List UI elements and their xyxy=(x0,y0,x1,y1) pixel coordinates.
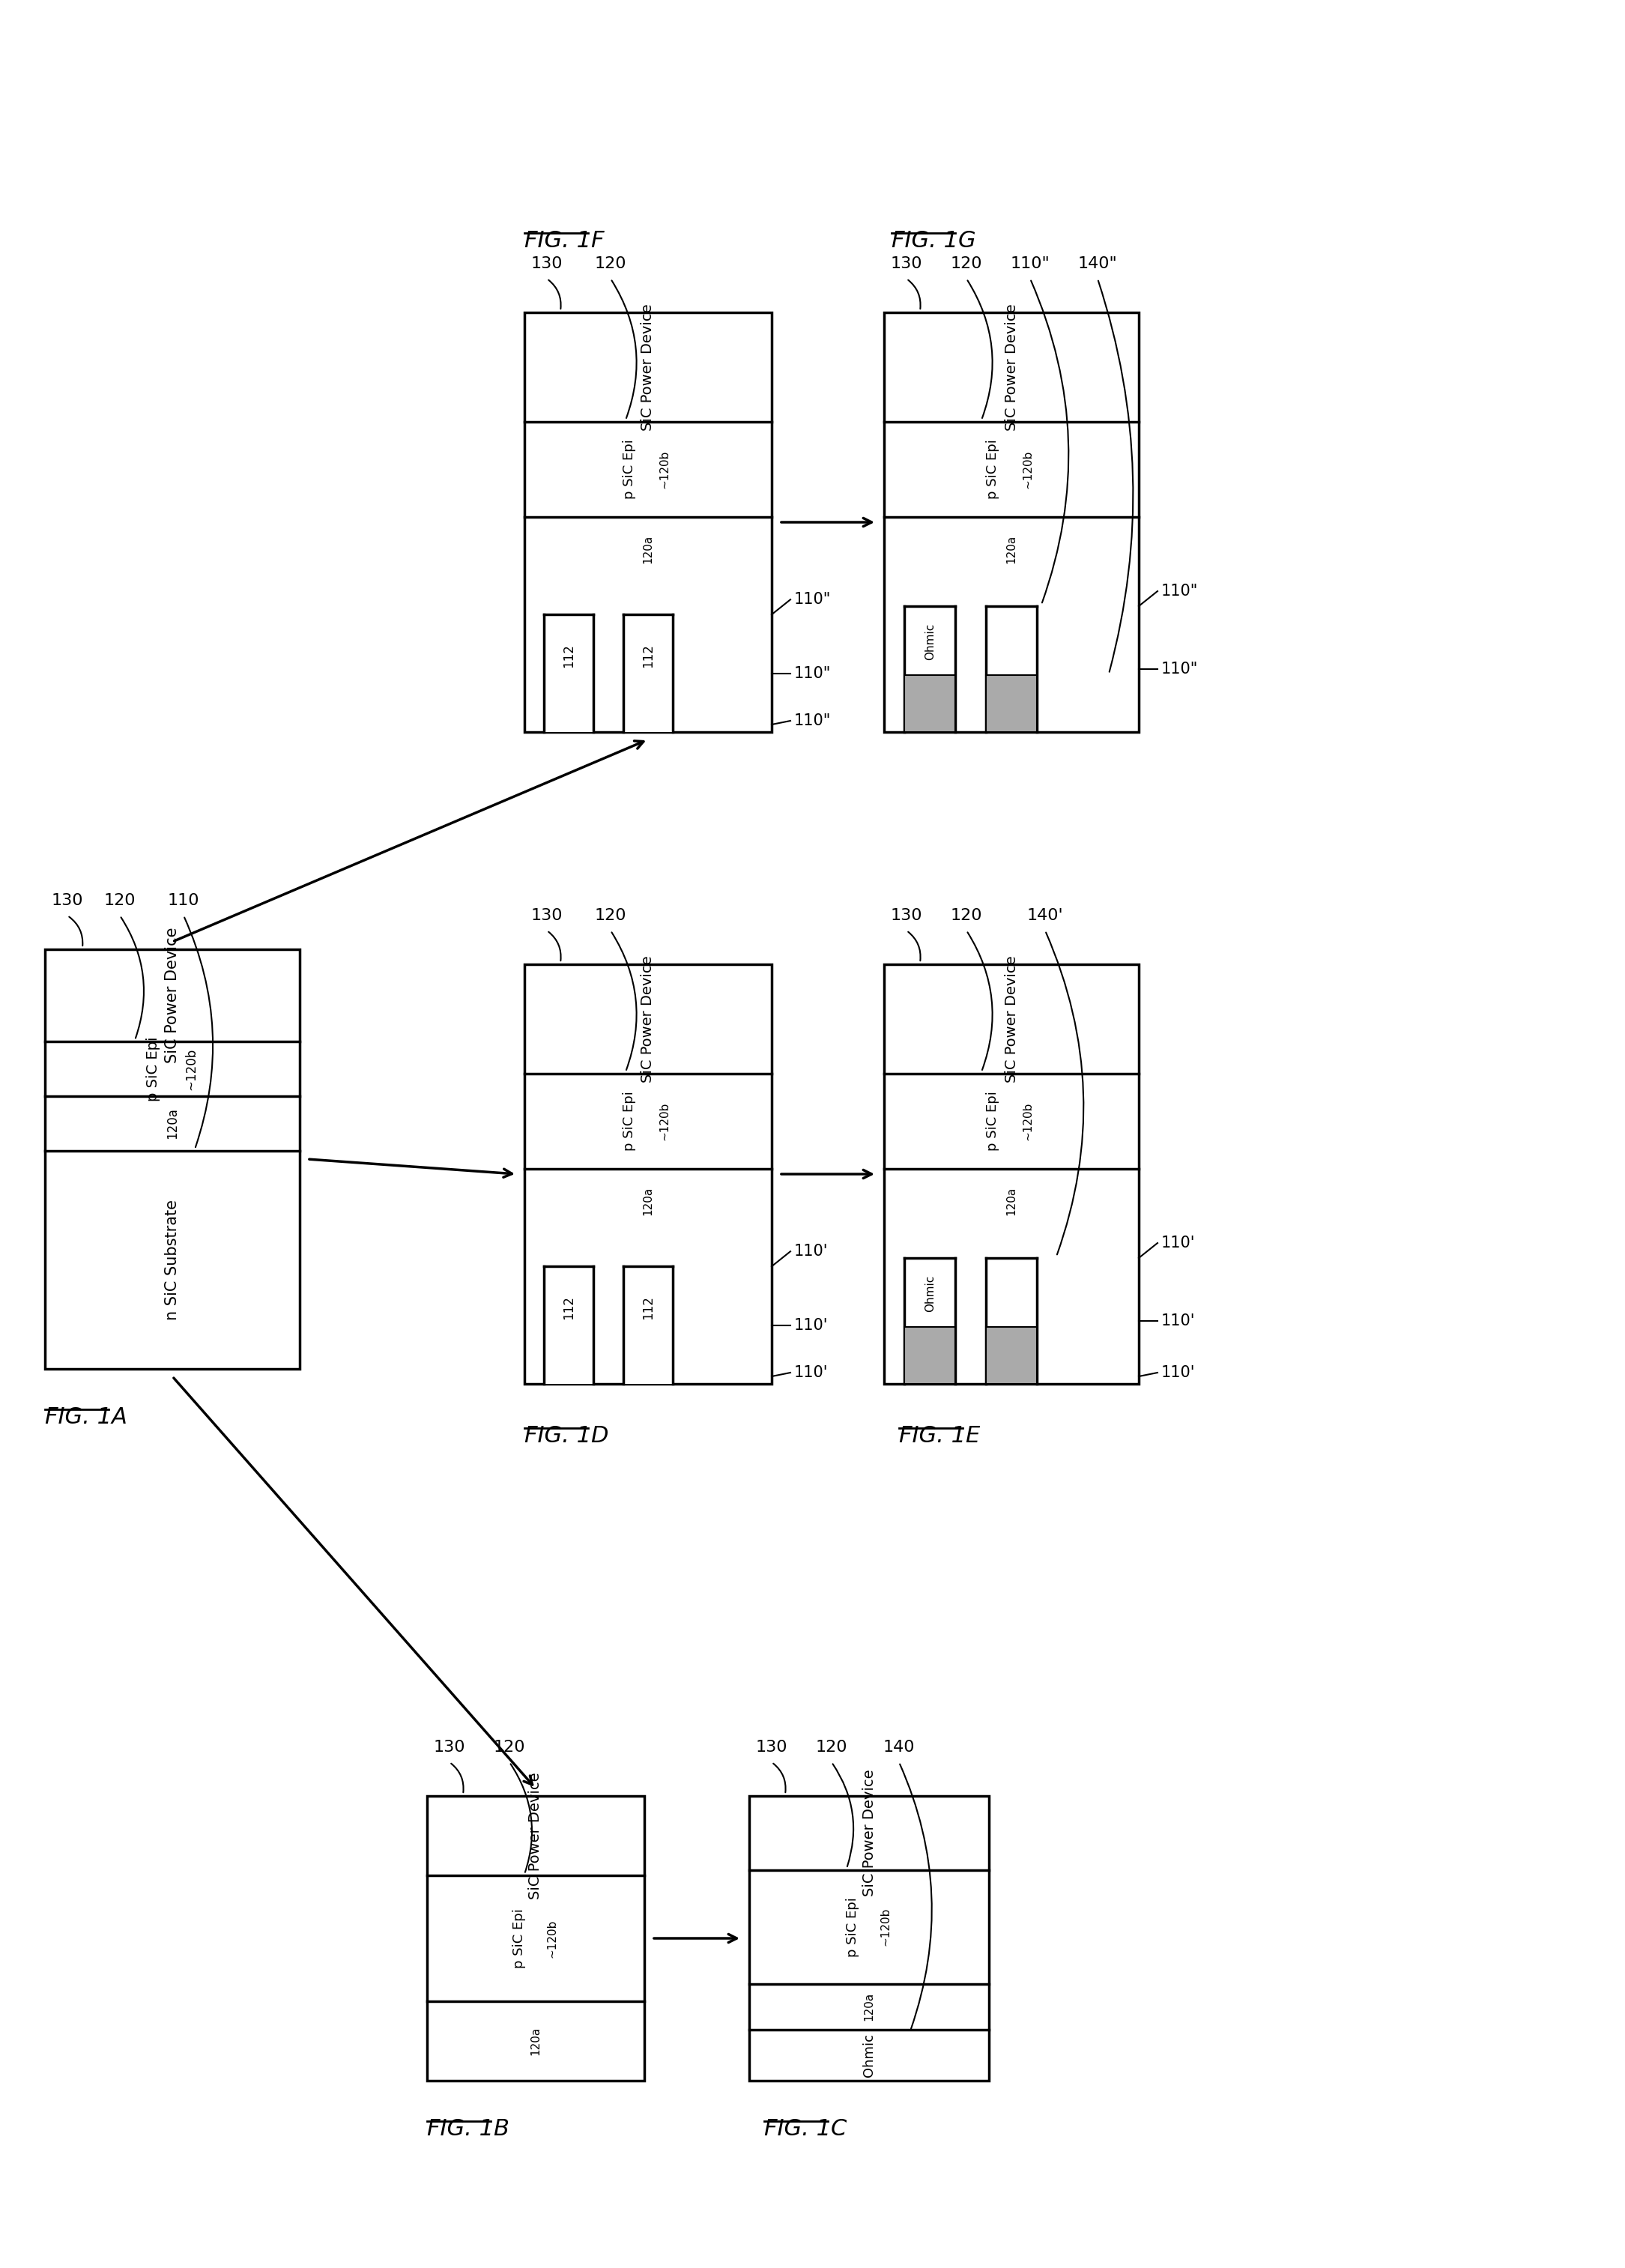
Text: 130: 130 xyxy=(531,907,562,923)
Bar xyxy=(46,950,299,1370)
Text: 110': 110' xyxy=(795,1318,829,1334)
Text: 110': 110' xyxy=(795,1243,829,1259)
Text: p SiC Epi: p SiC Epi xyxy=(986,440,999,499)
Text: 140": 140" xyxy=(1077,256,1118,272)
Text: 110": 110" xyxy=(1162,662,1198,676)
Text: 110": 110" xyxy=(795,714,830,728)
Bar xyxy=(905,1259,955,1383)
Bar xyxy=(544,1266,593,1383)
Text: SiC Power Device: SiC Power Device xyxy=(640,955,655,1082)
Text: 130: 130 xyxy=(891,256,923,272)
Text: 130: 130 xyxy=(891,907,923,923)
Text: 120: 120 xyxy=(494,1740,525,1755)
Text: 120: 120 xyxy=(595,907,627,923)
Text: 110': 110' xyxy=(795,1365,829,1381)
Text: ~120b: ~120b xyxy=(658,1102,670,1141)
Text: ~120b: ~120b xyxy=(1022,449,1034,488)
Text: FIG. 1E: FIG. 1E xyxy=(899,1424,980,1447)
Bar xyxy=(986,1259,1037,1383)
Text: SiC Power Device: SiC Power Device xyxy=(164,928,180,1064)
Text: 112: 112 xyxy=(562,644,575,667)
Text: 112: 112 xyxy=(562,1295,575,1320)
Text: SiC Power Device: SiC Power Device xyxy=(528,1771,543,1898)
Text: 130: 130 xyxy=(434,1740,465,1755)
Text: FIG. 1B: FIG. 1B xyxy=(427,2118,509,2141)
Text: p SiC Epi: p SiC Epi xyxy=(622,1091,635,1152)
Text: 120a: 120a xyxy=(1006,1186,1017,1216)
Text: 140': 140' xyxy=(1027,907,1063,923)
Text: p SiC Epi: p SiC Epi xyxy=(622,440,635,499)
Text: 120a: 120a xyxy=(166,1107,179,1139)
Text: n SiC Substrate: n SiC Substrate xyxy=(164,1200,180,1320)
Text: SiC Power Device: SiC Power Device xyxy=(861,1769,876,1896)
Text: 120a: 120a xyxy=(863,1991,874,2021)
Text: 140: 140 xyxy=(882,1740,915,1755)
Text: 110': 110' xyxy=(1162,1313,1196,1329)
Text: 120: 120 xyxy=(595,256,627,272)
Text: ~120b: ~120b xyxy=(1022,1102,1034,1141)
Text: 130: 130 xyxy=(756,1740,788,1755)
Text: p SiC Epi: p SiC Epi xyxy=(986,1091,999,1152)
Text: 112: 112 xyxy=(642,644,655,667)
Text: Ohmic: Ohmic xyxy=(925,1275,936,1311)
Bar xyxy=(525,964,772,1383)
Bar xyxy=(905,676,955,733)
Text: p SiC Epi: p SiC Epi xyxy=(512,1907,527,1969)
Text: 110': 110' xyxy=(1162,1365,1196,1381)
Bar xyxy=(986,606,1037,733)
Text: 130: 130 xyxy=(52,894,83,907)
Bar xyxy=(624,1266,673,1383)
Text: 110: 110 xyxy=(167,894,200,907)
Text: SiC Power Device: SiC Power Device xyxy=(640,304,655,431)
Text: ~120b: ~120b xyxy=(879,1907,891,1946)
Text: ~120b: ~120b xyxy=(546,1919,557,1957)
Text: 120: 120 xyxy=(816,1740,848,1755)
Text: FIG. 1D: FIG. 1D xyxy=(525,1424,609,1447)
Text: 130: 130 xyxy=(531,256,562,272)
Text: 120: 120 xyxy=(104,894,137,907)
Text: FIG. 1A: FIG. 1A xyxy=(46,1406,127,1429)
Text: p SiC Epi: p SiC Epi xyxy=(146,1036,161,1102)
Text: 120a: 120a xyxy=(642,1186,653,1216)
Text: 120a: 120a xyxy=(1006,535,1017,562)
Bar xyxy=(986,1327,1037,1383)
Text: SiC Power Device: SiC Power Device xyxy=(1004,955,1019,1082)
Text: FIG. 1F: FIG. 1F xyxy=(525,229,604,252)
Bar xyxy=(884,313,1139,733)
Bar xyxy=(624,615,673,733)
Bar xyxy=(986,676,1037,733)
Text: ~120b: ~120b xyxy=(658,449,670,488)
Text: 112: 112 xyxy=(642,1295,655,1320)
Text: 110": 110" xyxy=(1011,256,1050,272)
Text: 110": 110" xyxy=(795,592,830,608)
Text: FIG. 1C: FIG. 1C xyxy=(764,2118,847,2141)
Bar xyxy=(905,1327,955,1383)
Text: p SiC Epi: p SiC Epi xyxy=(847,1896,860,1957)
Text: 110": 110" xyxy=(1162,583,1198,599)
Bar xyxy=(749,1796,990,2080)
Text: ~120b: ~120b xyxy=(184,1048,198,1091)
Text: 110": 110" xyxy=(795,667,830,680)
Text: 110': 110' xyxy=(1162,1236,1196,1250)
Text: 120a: 120a xyxy=(530,2028,541,2055)
Text: SiC Power Device: SiC Power Device xyxy=(1004,304,1019,431)
Text: FIG. 1G: FIG. 1G xyxy=(892,229,977,252)
Bar xyxy=(525,313,772,733)
Bar xyxy=(544,615,593,733)
Text: 120: 120 xyxy=(951,907,983,923)
Text: 120: 120 xyxy=(951,256,983,272)
Bar xyxy=(905,606,955,733)
Text: 120a: 120a xyxy=(642,535,653,562)
Text: Ohmic: Ohmic xyxy=(863,2034,876,2077)
Bar xyxy=(427,1796,644,2080)
Text: Ohmic: Ohmic xyxy=(925,624,936,660)
Bar xyxy=(884,964,1139,1383)
